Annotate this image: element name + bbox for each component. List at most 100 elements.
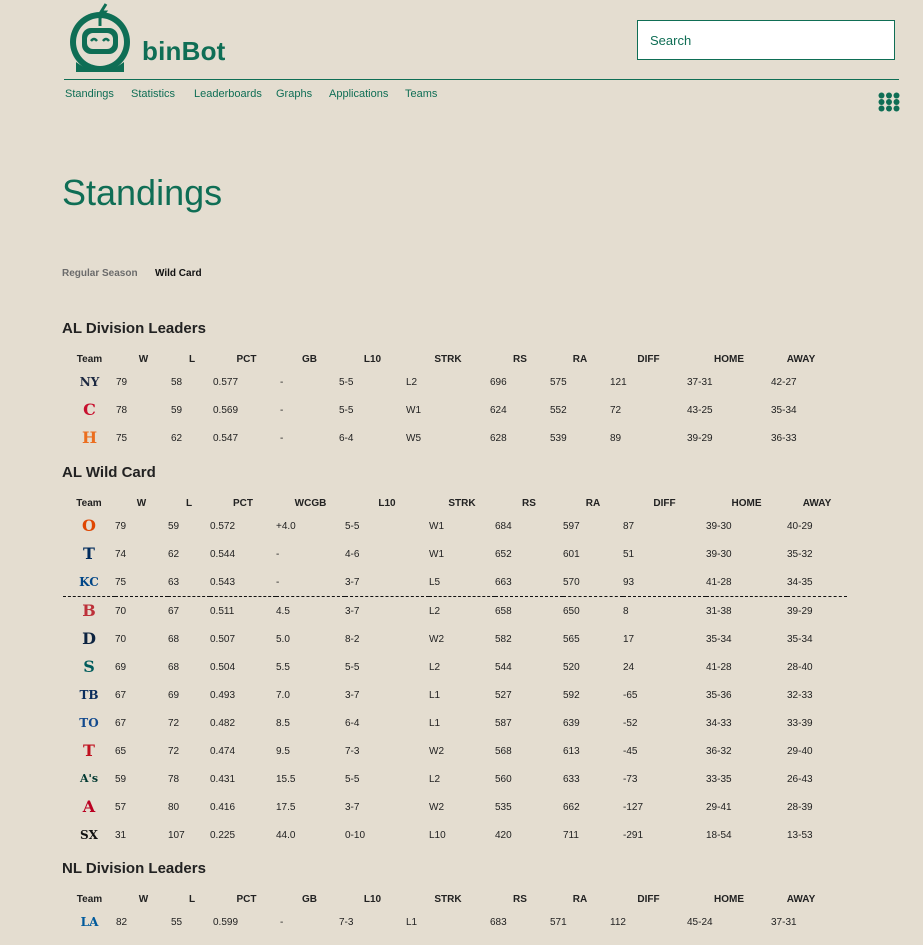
- table-row[interactable]: C 78 59 0.569 - 5-5 W1 624 552 72 43-25 35-34: [63, 396, 831, 424]
- cell-pct: 0.569: [213, 404, 239, 416]
- team-logo-icon[interactable]: TB: [79, 688, 99, 702]
- team-logo-icon[interactable]: B: [82, 601, 96, 620]
- column-header-gb[interactable]: GB: [302, 893, 317, 905]
- table-row[interactable]: A 57 80 0.416 17.5 3-7 W2 535 662 -127 29-41 28-39: [63, 793, 847, 821]
- column-header-ra[interactable]: RA: [585, 497, 601, 509]
- nav-graphs[interactable]: Graphs: [276, 88, 313, 100]
- column-header-strk[interactable]: STRK: [434, 353, 462, 365]
- table-row[interactable]: S 69 68 0.504 5.5 5-5 L2 544 520 24 41-28 28-40: [63, 653, 847, 681]
- team-logo-icon[interactable]: S: [83, 657, 95, 676]
- column-header-team[interactable]: Team: [76, 893, 103, 905]
- nav-standings[interactable]: Standings: [65, 88, 114, 100]
- column-header-rs[interactable]: RS: [513, 353, 527, 365]
- cell-l: 59: [171, 404, 183, 416]
- table-header-row: Team W L PCT GB L10 STRK RS RA DIFF HOME AWAY: [63, 350, 831, 368]
- binbot-logo-icon[interactable]: [66, 2, 134, 74]
- table-row[interactable]: B 70 67 0.511 4.5 3-7 L2 658 650 8 31-38 39-29: [63, 596, 847, 625]
- cell-away: 35-34: [771, 404, 797, 416]
- table-row[interactable]: T 74 62 0.544 - 4-6 W1 652 601 51 39-30 35-32: [63, 540, 847, 568]
- team-logo-icon[interactable]: A: [82, 797, 96, 816]
- column-header-l[interactable]: L: [185, 497, 193, 509]
- column-header-diff[interactable]: DIFF: [637, 353, 660, 365]
- team-logo-icon[interactable]: H: [81, 428, 98, 447]
- nav-leaderboards[interactable]: Leaderboards: [194, 88, 262, 100]
- column-header-gb[interactable]: GB: [302, 353, 317, 365]
- cell-home: 35-34: [706, 633, 732, 645]
- column-header-w[interactable]: W: [138, 893, 149, 905]
- column-header-ra[interactable]: RA: [572, 353, 588, 365]
- team-logo-icon[interactable]: LA: [80, 915, 99, 929]
- cell-away: 32-33: [787, 689, 813, 701]
- table-row[interactable]: A's 59 78 0.431 15.5 5-5 L2 560 633 -73 33-35 26-43: [63, 765, 847, 793]
- brand-name[interactable]: binBot: [142, 36, 226, 66]
- column-header-home[interactable]: HOME: [731, 497, 762, 509]
- column-header-rs[interactable]: RS: [513, 893, 527, 905]
- cell-ra: 597: [563, 520, 580, 532]
- nav-teams[interactable]: Teams: [405, 88, 438, 100]
- column-header-rs[interactable]: RS: [522, 497, 536, 509]
- cell-gb: -: [280, 916, 284, 928]
- cell-l: 58: [171, 376, 183, 388]
- column-header-strk[interactable]: STRK: [434, 893, 462, 905]
- cell-rs: 587: [495, 717, 512, 729]
- column-header-pct[interactable]: PCT: [236, 893, 257, 905]
- table-row[interactable]: KC 75 63 0.543 - 3-7 L5 663 570 93 41-28 34-35: [63, 568, 847, 597]
- column-header-away[interactable]: AWAY: [802, 497, 832, 509]
- team-logo-icon[interactable]: NY: [79, 375, 100, 389]
- cell-l: 62: [168, 548, 180, 560]
- column-header-l10[interactable]: L10: [378, 497, 396, 509]
- cell-away: 42-27: [771, 376, 797, 388]
- column-header-home[interactable]: HOME: [714, 893, 744, 905]
- team-cell: A's: [63, 765, 115, 793]
- table-row[interactable]: NY 79 58 0.577 - 5-5 L2 696 575 121 37-31 42-27: [63, 368, 831, 396]
- nav-applications[interactable]: Applications: [329, 88, 389, 100]
- column-header-strk[interactable]: STRK: [448, 497, 476, 509]
- cell-w: 82: [116, 916, 128, 928]
- team-logo-icon[interactable]: T: [83, 544, 95, 563]
- team-logo-icon[interactable]: D: [82, 629, 96, 648]
- column-header-pct[interactable]: PCT: [233, 497, 253, 509]
- apps-grid-icon[interactable]: [878, 92, 900, 112]
- column-header-w[interactable]: W: [138, 353, 149, 365]
- team-logo-icon[interactable]: T: [83, 741, 95, 760]
- team-logo-icon[interactable]: KC: [79, 575, 99, 589]
- search-input[interactable]: [637, 20, 895, 60]
- table-row[interactable]: O 79 59 0.572 +4.0 5-5 W1 684 597 87 39-30 40-29: [63, 512, 847, 540]
- column-header-diff[interactable]: DIFF: [653, 497, 676, 509]
- table-row[interactable]: D 70 68 0.507 5.0 8-2 W2 582 565 17 35-34 35-34: [63, 625, 847, 653]
- team-logo-icon[interactable]: O: [82, 516, 96, 535]
- team-logo-icon[interactable]: SX: [80, 828, 98, 842]
- nav-statistics[interactable]: Statistics: [131, 88, 176, 100]
- column-header-l[interactable]: L: [188, 893, 196, 905]
- tab-regular-season[interactable]: Regular Season: [62, 268, 138, 279]
- cell-ra: 552: [550, 404, 567, 416]
- column-header-pct[interactable]: PCT: [236, 353, 257, 365]
- cell-l: 67: [168, 596, 210, 625]
- column-header-l[interactable]: L: [188, 353, 196, 365]
- team-logo-icon[interactable]: C: [83, 400, 96, 419]
- table-row[interactable]: SX 31 107 0.225 44.0 0-10 L10 420 711 -291 18-54 13…: [63, 821, 847, 849]
- team-logo-icon[interactable]: A's: [79, 772, 99, 785]
- table-row[interactable]: LA 82 55 0.599 - 7-3 L1 683 571 112 45-24 37-31: [63, 908, 831, 936]
- column-header-away[interactable]: AWAY: [786, 353, 816, 365]
- tab-wild-card[interactable]: Wild Card: [155, 268, 202, 279]
- column-header-w[interactable]: W: [136, 497, 147, 509]
- column-header-home[interactable]: HOME: [714, 353, 744, 365]
- table-row[interactable]: T 65 72 0.474 9.5 7-3 W2 568 613 -45 36-32 29-40: [63, 737, 847, 765]
- cell-strk: W1: [406, 404, 421, 416]
- column-header-team[interactable]: Team: [76, 497, 102, 509]
- cell-strk: L5: [429, 576, 441, 588]
- column-header-away[interactable]: AWAY: [786, 893, 816, 905]
- table-row[interactable]: TB 67 69 0.493 7.0 3-7 L1 527 592 -65 35-36 32-33: [63, 681, 847, 709]
- team-logo-icon[interactable]: TO: [79, 716, 99, 730]
- cell-ra: 592: [563, 689, 580, 701]
- column-header-team[interactable]: Team: [76, 353, 103, 365]
- column-header-wcgb[interactable]: WCGB: [294, 497, 327, 509]
- table-row[interactable]: H 75 62 0.547 - 6-4 W5 628 539 89 39-29 36-33: [63, 424, 831, 452]
- column-header-ra[interactable]: RA: [572, 893, 588, 905]
- cell-l10: 7-3: [339, 916, 354, 928]
- column-header-diff[interactable]: DIFF: [637, 893, 660, 905]
- column-header-l10[interactable]: L10: [363, 353, 382, 365]
- column-header-l10[interactable]: L10: [363, 893, 382, 905]
- table-row[interactable]: TO 67 72 0.482 8.5 6-4 L1 587 639 -52 34-33 33-39: [63, 709, 847, 737]
